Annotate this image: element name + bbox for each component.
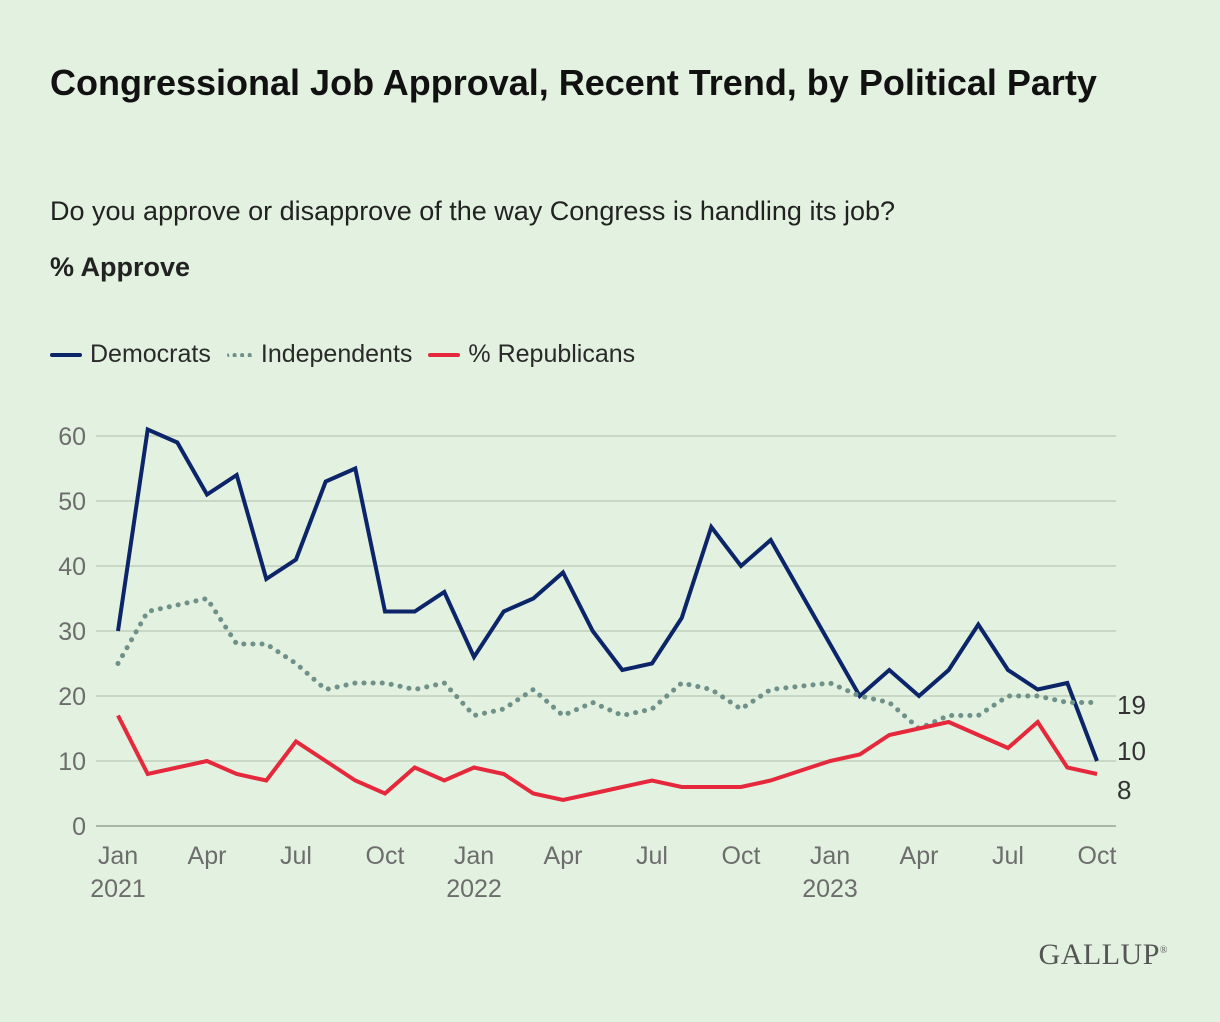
- logo-text: GALLUP: [1038, 938, 1160, 971]
- x-tick-year-label: 2023: [802, 875, 858, 903]
- x-tick-label: Apr: [900, 842, 939, 870]
- legend-label: % Republicans: [468, 340, 636, 368]
- x-tick-year-label: 2022: [446, 875, 502, 903]
- legend-swatch-republicans: [428, 352, 461, 357]
- series-line-republicans: [116, 714, 1098, 803]
- x-tick-year-label: 2021: [90, 875, 146, 903]
- x-tick-label: Oct: [722, 842, 761, 870]
- series-line-democrats: [116, 426, 1099, 762]
- y-axis-label: % Approve: [50, 252, 191, 282]
- x-tick-label: Jul: [992, 842, 1024, 870]
- legend-label: Democrats: [90, 340, 211, 368]
- x-tick-label: Jan: [98, 842, 138, 870]
- x-tick-label: Apr: [188, 842, 227, 870]
- end-value-label: 8: [1117, 775, 1131, 805]
- x-tick-label: Oct: [366, 842, 405, 870]
- legend-swatch-democrats: [50, 352, 82, 357]
- legend: Democrats Independents % Republicans: [50, 340, 651, 369]
- gallup-logo: GALLUP®: [1038, 938, 1168, 971]
- x-tick-label: Jul: [280, 842, 312, 870]
- y-tick-label: 20: [58, 683, 86, 711]
- x-tick-label: Apr: [544, 842, 583, 870]
- x-tick-label: Oct: [1078, 842, 1117, 870]
- y-tick-label: 50: [58, 488, 86, 516]
- y-tick-label: 10: [58, 748, 86, 776]
- chart-title: Congressional Job Approval, Recent Trend…: [50, 62, 1097, 103]
- y-tick-label: 0: [72, 813, 86, 841]
- legend-item-independents: Independents: [226, 340, 413, 369]
- legend-label: Independents: [260, 340, 413, 368]
- y-tick-label: 60: [58, 423, 86, 451]
- series-line-independents: [115, 595, 1100, 732]
- legend-item-republicans: % Republicans: [428, 340, 635, 369]
- x-tick-label: Jul: [636, 842, 668, 870]
- legend-swatch-independents: [226, 352, 253, 357]
- end-value-label: 10: [1117, 736, 1146, 766]
- y-tick-label: 40: [58, 553, 86, 581]
- chart-subtitle: Do you approve or disapprove of the way …: [50, 196, 895, 226]
- y-tick-label: 30: [58, 618, 86, 646]
- end-value-label: 19: [1117, 690, 1146, 720]
- x-tick-label: Jan: [454, 842, 494, 870]
- x-tick-label: Jan: [810, 842, 850, 870]
- legend-item-democrats: Democrats: [50, 340, 211, 369]
